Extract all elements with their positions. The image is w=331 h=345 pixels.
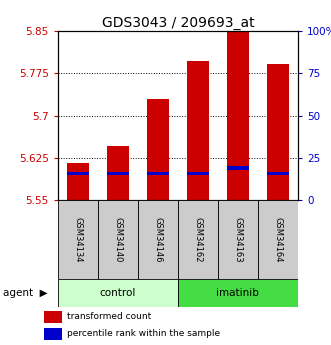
Text: GSM34162: GSM34162	[193, 217, 203, 263]
Bar	[187, 61, 209, 200]
Bar	[147, 99, 169, 200]
Bar	[267, 64, 289, 200]
Bar	[67, 172, 89, 175]
Bar	[98, 200, 138, 279]
Text: transformed count: transformed count	[67, 312, 151, 321]
Bar	[187, 172, 209, 175]
Bar	[178, 279, 298, 307]
Bar	[147, 172, 169, 175]
Bar	[178, 200, 218, 279]
Text: control: control	[100, 288, 136, 298]
Bar	[58, 279, 178, 307]
Title: GDS3043 / 209693_at: GDS3043 / 209693_at	[102, 16, 254, 30]
Bar	[218, 200, 258, 279]
Bar	[67, 164, 89, 200]
Text: GSM34140: GSM34140	[114, 217, 122, 263]
Bar	[138, 200, 178, 279]
Text: imatinib: imatinib	[216, 288, 260, 298]
Bar	[44, 328, 62, 340]
Bar	[258, 200, 298, 279]
Text: GSM34134: GSM34134	[73, 217, 82, 263]
Text: percentile rank within the sample: percentile rank within the sample	[67, 329, 220, 338]
Text: GSM34146: GSM34146	[153, 217, 163, 263]
Bar	[58, 200, 98, 279]
Text: GSM34163: GSM34163	[233, 217, 242, 263]
Bar	[107, 146, 129, 200]
Bar	[107, 172, 129, 175]
Bar	[227, 28, 249, 200]
Text: GSM34164: GSM34164	[273, 217, 282, 263]
Text: agent  ▶: agent ▶	[3, 288, 48, 298]
Bar	[227, 166, 249, 170]
Bar	[44, 310, 62, 323]
Bar	[267, 172, 289, 175]
